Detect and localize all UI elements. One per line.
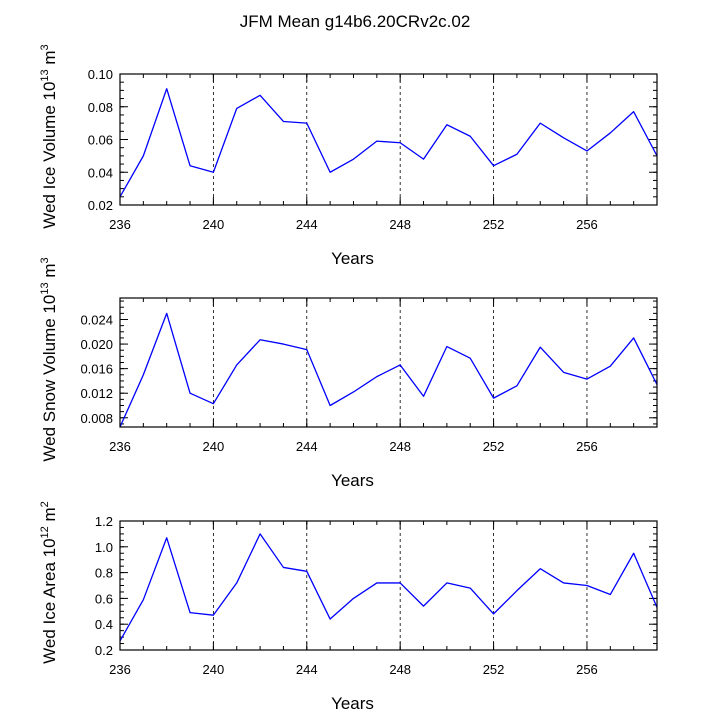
x-tick-label: 256 xyxy=(576,439,598,454)
y-axis-label: Wed Snow Volume 1013 m3 xyxy=(39,257,59,461)
y-axis-label-exponent: 13 xyxy=(39,282,51,294)
x-tick-label: 248 xyxy=(389,439,411,454)
data-series-line xyxy=(119,312,658,428)
y-axis-label-unit-exponent: 2 xyxy=(39,501,51,507)
x-tick-label: 236 xyxy=(109,217,131,232)
y-axis-label-unit: m xyxy=(40,264,59,283)
x-tick-label: 244 xyxy=(296,662,318,677)
y-tick-label: 0.06 xyxy=(88,133,113,148)
y-tick-label: 0.4 xyxy=(95,617,113,632)
data-series-line xyxy=(119,88,658,198)
y-tick-label: 0.016 xyxy=(80,362,113,377)
y-axis-label-unit: m xyxy=(40,50,59,69)
x-tick-label: 248 xyxy=(389,662,411,677)
x-tick-label: 240 xyxy=(203,217,225,232)
plot-frame xyxy=(119,297,658,428)
y-axis-label-text: Wed Snow Volume 10 xyxy=(40,295,59,462)
chart-panel-3: 236 240 244 248 252 256 0.2 0.4 0.6 0.8 1.0 1.2 Year… xyxy=(39,501,658,710)
y-tick-label: 0.02 xyxy=(88,198,113,213)
y-axis-label-unit: m xyxy=(40,507,59,526)
x-tick-label: 236 xyxy=(109,439,131,454)
y-tick-label: 0.012 xyxy=(80,386,113,401)
x-tick-label: 256 xyxy=(576,217,598,232)
y-axis-label-text: Wed Ice Volume 10 xyxy=(40,82,59,229)
x-tick-label: 252 xyxy=(483,439,505,454)
y-axis-label: Wed Ice Volume 1013 m3 xyxy=(39,44,59,228)
y-axis-label-exponent: 13 xyxy=(39,69,51,81)
x-tick-label: 252 xyxy=(483,662,505,677)
y-tick-label: 0.008 xyxy=(80,411,113,426)
x-axis-label: Years xyxy=(331,249,374,268)
x-axis-label: Years xyxy=(331,694,374,710)
y-tick-label: 0.8 xyxy=(95,566,113,581)
y-tick-label: 0.10 xyxy=(88,67,113,82)
y-tick-label: 1.2 xyxy=(95,514,113,529)
y-tick-label: 0.2 xyxy=(95,643,113,658)
x-tick-label: 244 xyxy=(296,217,318,232)
x-axis-label: Years xyxy=(331,471,374,490)
x-tick-label: 248 xyxy=(389,217,411,232)
y-tick-label: 0.08 xyxy=(88,100,113,115)
chart-panel-2: 236 240 244 248 252 256 0.008 0.012 0.016 0.020 0.… xyxy=(39,257,658,490)
y-tick-label: 0.6 xyxy=(95,591,113,606)
y-axis-label-text: Wed Ice Area 10 xyxy=(40,538,59,663)
x-tick-label: 252 xyxy=(483,217,505,232)
x-tick-label: 244 xyxy=(296,439,318,454)
y-tick-label: 1.0 xyxy=(95,540,113,555)
y-axis-label-unit-exponent: 3 xyxy=(39,257,51,263)
y-axis-label: Wed Ice Area 1012 m2 xyxy=(39,501,59,664)
x-tick-label: 256 xyxy=(576,662,598,677)
data-series-line xyxy=(119,533,658,642)
y-axis-label-unit-exponent: 3 xyxy=(39,44,51,50)
y-tick-label: 0.020 xyxy=(80,337,113,352)
plot-frame xyxy=(119,520,658,651)
x-tick-label: 240 xyxy=(203,662,225,677)
x-tick-label: 240 xyxy=(203,439,225,454)
plot-frame xyxy=(119,73,658,206)
y-axis-label-exponent: 12 xyxy=(39,526,51,538)
y-tick-label: 0.024 xyxy=(80,313,113,328)
chart-panel-1: 236 240 244 248 252 256 0.02 0.04 0.06 0.08 0.10 Ye… xyxy=(39,44,658,268)
x-tick-label: 236 xyxy=(109,662,131,677)
y-tick-label: 0.04 xyxy=(88,165,113,180)
figure-title: JFM Mean g14b6.20CRv2c.02 xyxy=(240,12,471,31)
